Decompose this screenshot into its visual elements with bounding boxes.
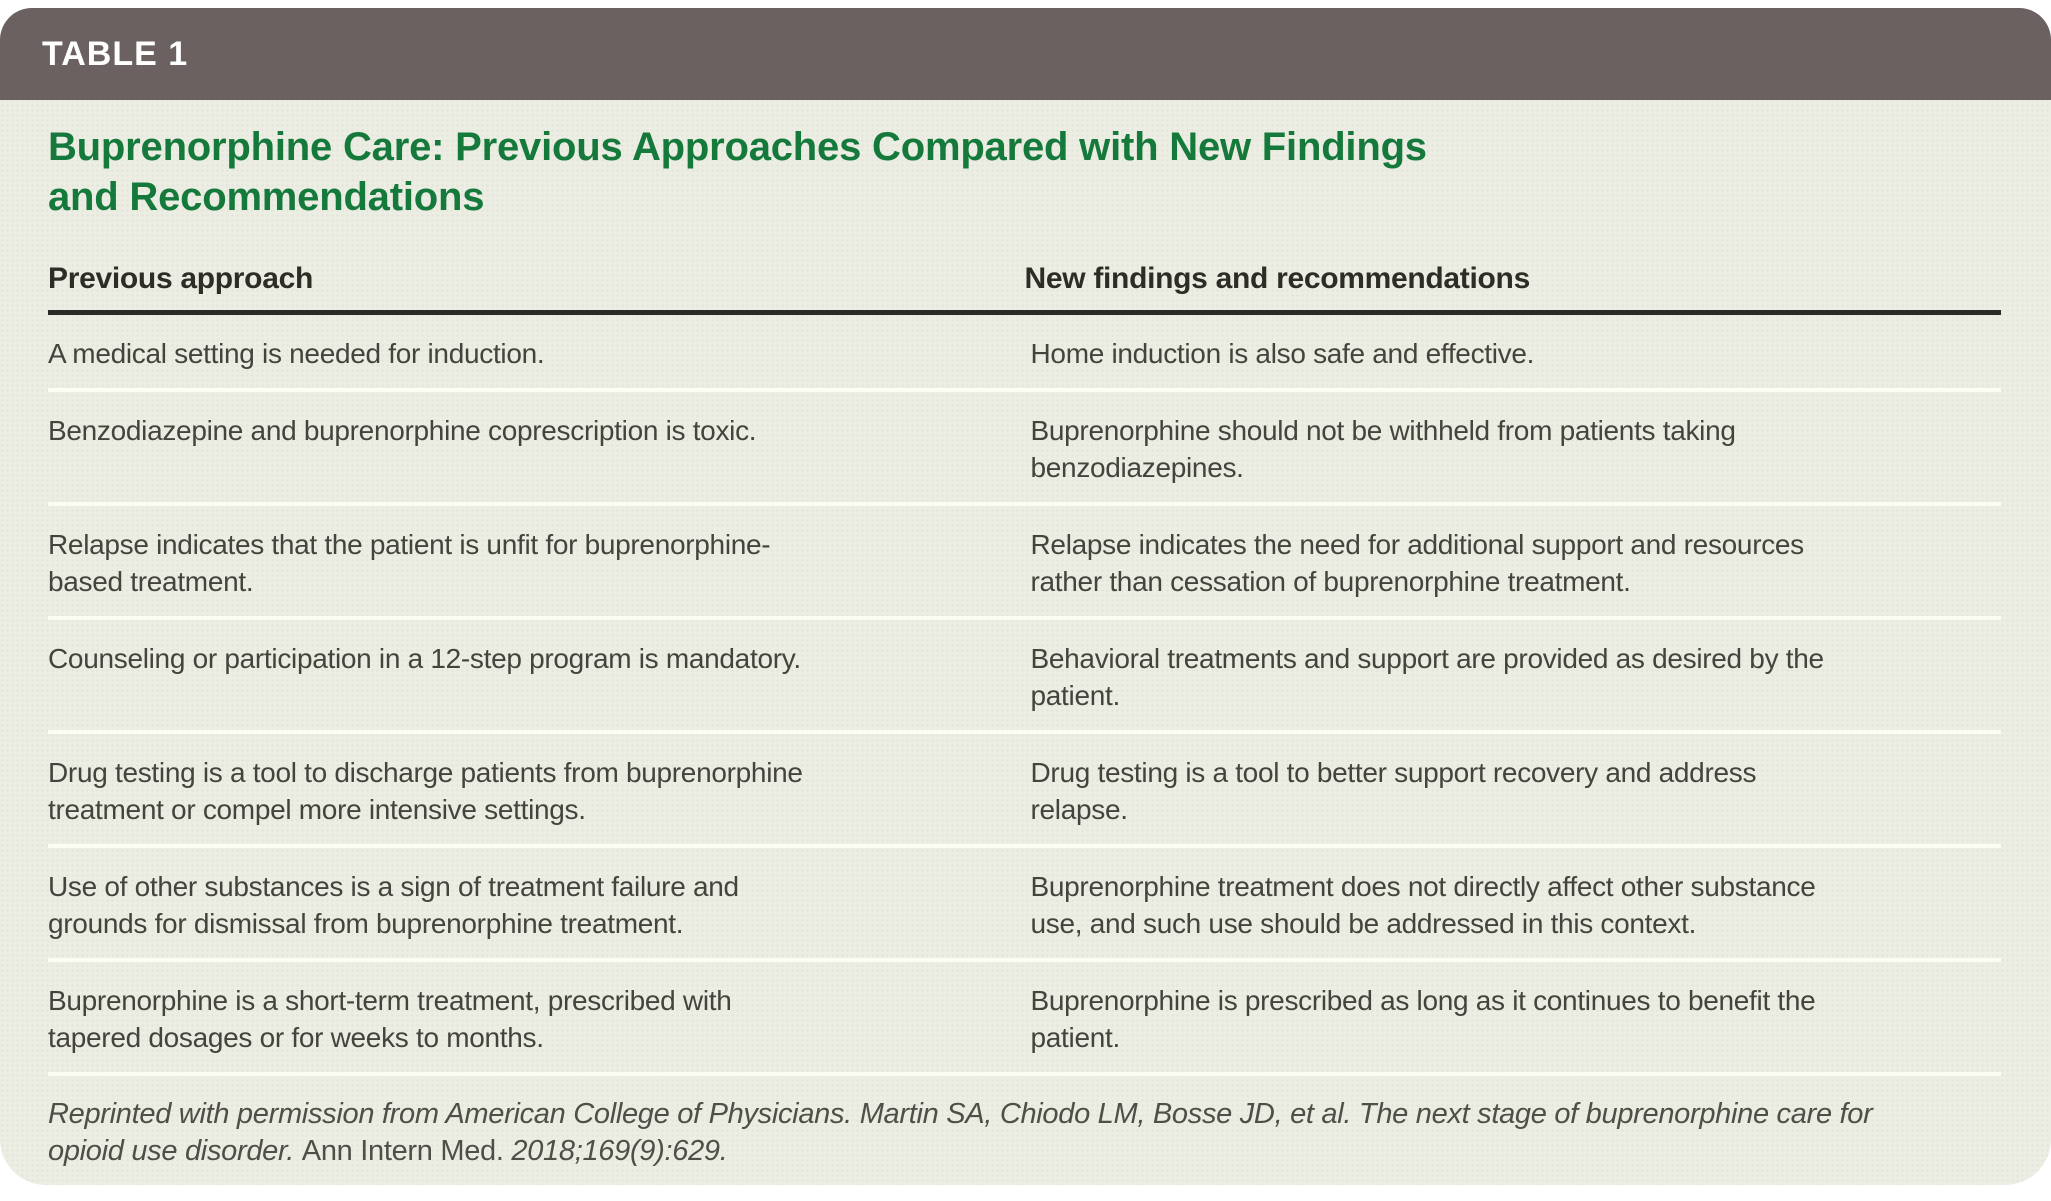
- citation-text-italic: Reprinted with permission from American …: [48, 1098, 1873, 1167]
- table-title: Buprenorphine Care: Previous Approaches …: [48, 125, 1427, 219]
- table-row: Counseling or participation in a 12-step…: [48, 620, 2001, 734]
- cell-new: Buprenorphine is prescribed as long as i…: [1030, 985, 1816, 1053]
- table-row: Benzodiazepine and buprenorphine copresc…: [48, 392, 2001, 506]
- cell-previous: Buprenorphine is a short-term treatment,…: [48, 985, 732, 1053]
- table-row: Relapse indicates that the patient is un…: [48, 506, 2001, 620]
- cell-new: Buprenorphine should not be withheld fro…: [1030, 415, 1736, 483]
- cell-previous: Use of other substances is a sign of tre…: [48, 871, 739, 939]
- cell-previous: Relapse indicates that the patient is un…: [48, 529, 771, 597]
- citation-volume-italic: 2018;169(9):629.: [511, 1135, 728, 1167]
- table-row: Buprenorphine is a short-term treatment,…: [48, 962, 2001, 1076]
- table-row: A medical setting is needed for inductio…: [48, 315, 2001, 392]
- column-headers: Previous approach New findings and recom…: [48, 222, 2001, 315]
- column-header-new-findings: New findings and recommendations: [1024, 262, 1531, 295]
- cell-new: Behavioral treatments and support are pr…: [1030, 643, 1825, 711]
- cell-new: Drug testing is a tool to better support…: [1030, 757, 1757, 825]
- cell-previous: Counseling or participation in a 12-step…: [48, 643, 801, 674]
- table-label: TABLE 1: [42, 34, 189, 73]
- table-label-bar: TABLE 1: [0, 8, 2051, 100]
- cell-previous: Drug testing is a tool to discharge pati…: [48, 757, 803, 825]
- table-content: Buprenorphine Care: Previous Approaches …: [0, 122, 2051, 1170]
- cell-new: Relapse indicates the need for additiona…: [1030, 529, 1805, 597]
- citation-journal-name: Ann Intern Med.: [301, 1135, 512, 1167]
- table-row: Drug testing is a tool to discharge pati…: [48, 734, 2001, 848]
- column-header-previous-approach: Previous approach: [48, 262, 313, 295]
- citation: Reprinted with permission from American …: [48, 1076, 2001, 1170]
- cell-previous: A medical setting is needed for inductio…: [48, 338, 545, 369]
- cell-new: Home induction is also safe and effectiv…: [1030, 338, 1535, 369]
- cell-new: Buprenorphine treatment does not directl…: [1030, 871, 1816, 939]
- cell-previous: Benzodiazepine and buprenorphine copresc…: [48, 415, 757, 446]
- table-row: Use of other substances is a sign of tre…: [48, 848, 2001, 962]
- table-card: TABLE 1 Buprenorphine Care: Previous App…: [0, 8, 2051, 1185]
